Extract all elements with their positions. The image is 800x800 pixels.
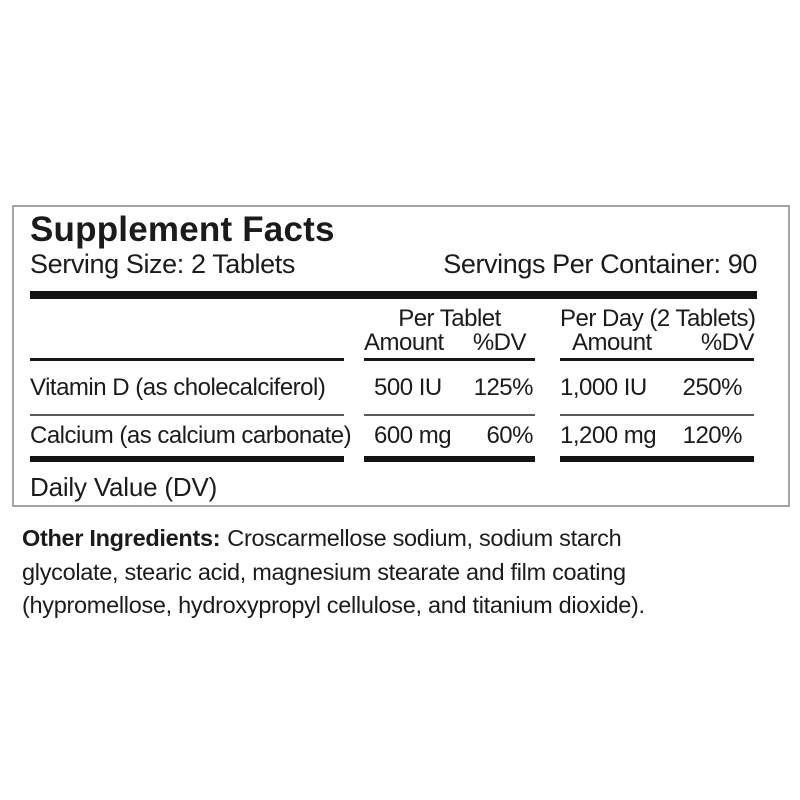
per-tablet-amount-label: Amount: [364, 329, 444, 356]
per-day-dv-value: 120%: [682, 422, 743, 449]
per-tablet-values: 600 mg 60%: [364, 416, 535, 462]
other-ingredients-line: Other Ingredients: Croscarmellose sodium,…: [22, 522, 645, 556]
per-tablet-amount-value: 600 mg: [374, 422, 452, 449]
per-day-dv-value: 250%: [682, 373, 743, 401]
per-day-dv-label: %DV: [700, 329, 755, 356]
other-ingredients-line: glycolate, stearic acid, magnesium stear…: [22, 558, 626, 585]
table-row: Calcium (as calcium carbonate) 600 mg 60…: [30, 416, 754, 462]
panel-title: Supplement Facts: [30, 210, 335, 249]
servings-per-container-text: Servings Per Container: 90: [443, 249, 757, 279]
per-tablet-amount-value: 500 IU: [374, 373, 442, 401]
column-group-header-row: Per Tablet Per Day (2 Tablets): [30, 305, 756, 332]
facts-table: Per Tablet Per Day (2 Tablets) Amount %D…: [30, 305, 756, 462]
ingredient-column-spacer: [30, 307, 344, 331]
daily-value-footnote: Daily Value (DV): [30, 472, 218, 502]
per-day-amount-label: Amount: [572, 329, 652, 356]
per-tablet-group-header: Per Tablet: [398, 305, 501, 332]
ingredient-column-underline: [30, 331, 344, 361]
ingredient-name: Vitamin D (as cholecalciferol): [30, 361, 344, 416]
supplement-facts-panel: Supplement Facts Serving Size: 2 Tablets…: [12, 205, 790, 507]
per-day-values: 1,200 mg 120%: [560, 416, 754, 462]
heavy-divider-bar: [30, 291, 757, 299]
serving-size-text: Serving Size: 2 Tablets: [30, 249, 295, 279]
per-tablet-subheaders: Amount %DV: [364, 329, 535, 361]
per-tablet-values: 500 IU 125%: [364, 361, 535, 416]
per-day-amount-value: 1,200 mg: [560, 422, 657, 449]
other-ingredients-paragraph: Other Ingredients: Croscarmellose sodium,…: [22, 522, 645, 623]
per-day-amount-value: 1,000 IU: [560, 373, 647, 401]
other-ingredients-line: (hypromellose, hydroxypropyl cellulose, …: [22, 592, 645, 618]
per-tablet-dv-value: 125%: [473, 373, 534, 401]
table-row: Vitamin D (as cholecalciferol) 500 IU 12…: [30, 361, 754, 416]
serving-info-row: Serving Size: 2 Tablets Servings Per Con…: [30, 249, 757, 280]
per-day-group-header: Per Day (2 Tablets): [560, 305, 756, 332]
other-ingredients-heading: Other Ingredients:: [22, 525, 221, 551]
column-subheader-row: Amount %DV Amount %DV: [30, 329, 755, 361]
ingredient-name: Calcium (as calcium carbonate): [30, 416, 352, 462]
per-day-subheaders: Amount %DV: [560, 329, 755, 361]
per-tablet-dv-value: 60%: [486, 422, 533, 449]
per-tablet-dv-label: %DV: [472, 329, 527, 356]
per-day-values: 1,000 IU 250%: [560, 361, 754, 416]
other-ingredients-text: Croscarmellose sodium, sodium starch: [227, 525, 622, 551]
